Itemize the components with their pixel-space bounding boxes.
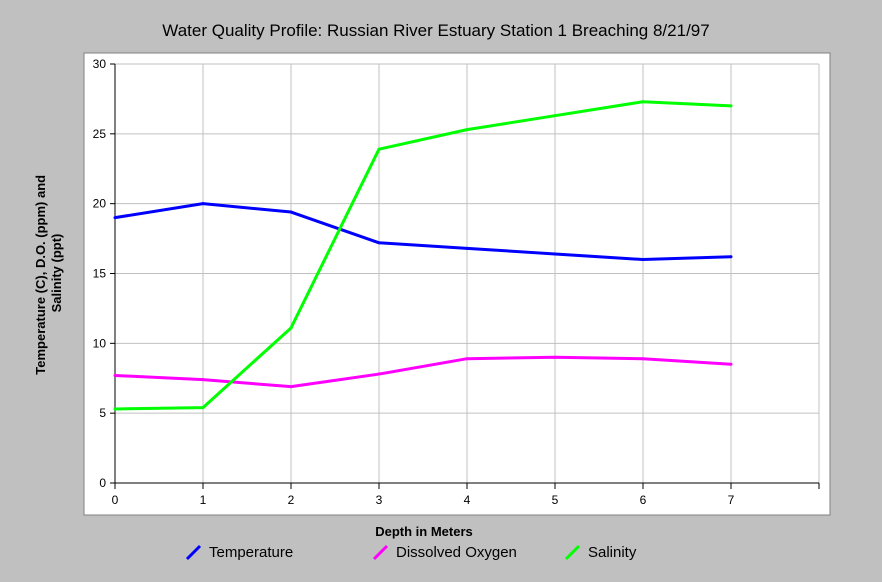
y-tick-label: 30 xyxy=(93,57,107,71)
series-lines xyxy=(113,100,733,411)
y-tick-label: 0 xyxy=(99,476,106,490)
x-tick-label: 6 xyxy=(640,493,647,507)
x-tick-label: 7 xyxy=(728,493,735,507)
data-point xyxy=(377,372,381,376)
x-tick-label: 5 xyxy=(552,493,559,507)
axes xyxy=(110,63,820,489)
series-line-temperature xyxy=(114,202,732,262)
data-point xyxy=(729,362,733,366)
chart-panel xyxy=(83,52,831,516)
data-point xyxy=(377,241,381,245)
data-point xyxy=(201,406,205,410)
x-tick-label: 4 xyxy=(464,493,471,507)
data-point xyxy=(729,104,733,108)
data-point xyxy=(641,100,645,104)
data-point xyxy=(465,246,469,250)
grid xyxy=(115,63,820,483)
x-axis-label: Depth in Meters xyxy=(375,524,473,539)
data-point xyxy=(113,373,117,377)
data-point xyxy=(113,216,117,220)
data-point xyxy=(377,147,381,151)
x-tick-label: 3 xyxy=(376,493,383,507)
y-tick-label: 10 xyxy=(93,336,107,350)
series-line-dissolved-oxygen xyxy=(114,355,732,389)
legend-swatch xyxy=(185,544,202,561)
y-axis-label: Temperature (C), D.O. (ppm) and Salinity… xyxy=(33,171,64,374)
y-tick-label: 5 xyxy=(99,406,106,420)
tick-labels: 0 5 10 15 20 25 30 0 1 2 3 4 5 6 7 xyxy=(93,57,735,507)
y-tick-label: 25 xyxy=(93,127,107,141)
data-point xyxy=(553,114,557,118)
data-point xyxy=(113,407,117,411)
legend: Temperature Dissolved Oxygen Salinity xyxy=(185,544,637,561)
chart-title: Water Quality Profile: Russian River Est… xyxy=(162,21,709,40)
x-tick-label: 2 xyxy=(288,493,295,507)
x-tick-label: 1 xyxy=(200,493,207,507)
series-line-salinity xyxy=(114,100,732,411)
data-point xyxy=(729,255,733,259)
legend-label: Salinity xyxy=(588,544,637,561)
x-tick-label: 0 xyxy=(112,493,119,507)
legend-swatch xyxy=(372,544,389,561)
data-point xyxy=(641,357,645,361)
legend-label: Dissolved Oxygen xyxy=(396,544,517,561)
legend-swatch xyxy=(564,544,581,561)
legend-label: Temperature xyxy=(209,544,293,561)
y-tick-label: 20 xyxy=(93,197,107,211)
data-point xyxy=(641,258,645,262)
data-point xyxy=(289,326,293,330)
y-axis-label-line-1: Temperature (C), D.O. (ppm) and xyxy=(33,175,48,375)
y-tick-label: 15 xyxy=(93,267,107,281)
data-point xyxy=(465,128,469,132)
data-point xyxy=(201,378,205,382)
data-point xyxy=(553,355,557,359)
y-axis-label-line-2: Salinity (ppt) xyxy=(49,234,64,313)
data-point xyxy=(289,210,293,214)
data-point xyxy=(553,252,557,256)
data-point xyxy=(289,385,293,389)
data-point xyxy=(465,357,469,361)
data-point xyxy=(201,202,205,206)
